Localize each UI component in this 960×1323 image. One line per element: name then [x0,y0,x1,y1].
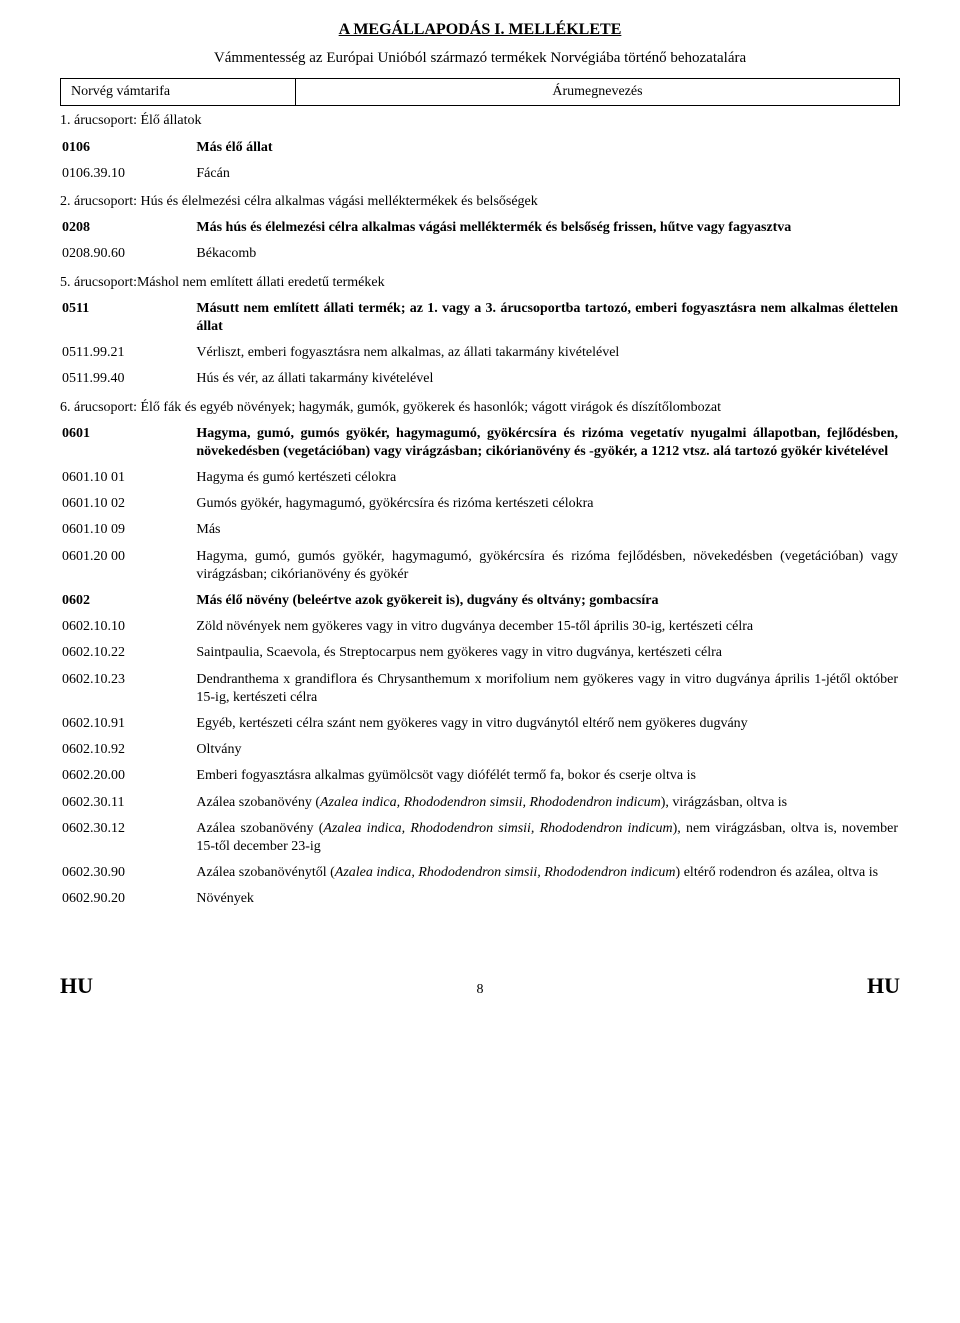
tariff-code: 0602.30.12 [60,816,194,860]
tariff-code: 0602.90.20 [60,886,194,912]
tariff-description: Dendranthema x grandiflora és Chrysanthe… [194,667,900,711]
rows-table: 0208Más hús és élelmezési célra alkalmas… [60,215,900,267]
tariff-description: Fácán [194,161,900,187]
tariff-description: Azálea szobanövény (Azalea indica, Rhodo… [194,816,900,860]
table-row: 0208Más hús és élelmezési célra alkalmas… [60,215,900,241]
table-row: 0602.30.90Azálea szobanövénytől (Azalea … [60,860,900,886]
tariff-code: 0602.30.11 [60,790,194,816]
table-row: 0602.10.92Oltvány [60,737,900,763]
tariff-code: 0602.10.91 [60,711,194,737]
page-number: 8 [477,981,484,999]
tariff-code: 0602.10.22 [60,640,194,666]
tariff-description: Zöld növények nem gyökeres vagy in vitro… [194,614,900,640]
tariff-description: Más hús és élelmezési célra alkalmas vág… [194,215,900,241]
column-header-table: Norvég vámtarifa Árumegnevezés [60,78,900,106]
table-row: 0208.90.60Békacomb [60,241,900,267]
table-row: 0511.99.21Vérliszt, emberi fogyasztásra … [60,340,900,366]
table-row: 0602Más élő növény (beleértve azok gyöke… [60,588,900,614]
tariff-code: 0511.99.40 [60,366,194,392]
tariff-code: 0602.10.23 [60,667,194,711]
tariff-code: 0601 [60,421,194,465]
table-row: 0601.10 02Gumós gyökér, hagymagumó, gyök… [60,491,900,517]
tariff-description: Azálea szobanövénytől (Azalea indica, Rh… [194,860,900,886]
tariff-code: 0208.90.60 [60,241,194,267]
footer-right: HU [867,972,900,1001]
table-row: 0601.10 01Hagyma és gumó kertészeti célo… [60,465,900,491]
tariff-description: Más élő állat [194,135,900,161]
tariff-description: Egyéb, kertészeti célra szánt nem gyöker… [194,711,900,737]
tariff-code: 0511.99.21 [60,340,194,366]
section-heading: 5. árucsoport:Máshol nem említett állati… [60,274,900,292]
tariff-description: Növények [194,886,900,912]
tariff-code: 0602.10.10 [60,614,194,640]
tariff-code: 0208 [60,215,194,241]
table-row: 0602.20.00Emberi fogyasztásra alkalmas g… [60,763,900,789]
tariff-code: 0602.30.90 [60,860,194,886]
tariff-code: 0602.20.00 [60,763,194,789]
tariff-code: 0106.39.10 [60,161,194,187]
table-row: 0601.20 00Hagyma, gumó, gumós gyökér, ha… [60,544,900,588]
table-row: 0602.30.11Azálea szobanövény (Azalea ind… [60,790,900,816]
tariff-code: 0601.10 02 [60,491,194,517]
tariff-code: 0601.10 09 [60,517,194,543]
tariff-description: Más élő növény (beleértve azok gyökereit… [194,588,900,614]
rows-table: 0511Másutt nem említett állati termék; a… [60,296,900,393]
tariff-description: Hagyma és gumó kertészeti célokra [194,465,900,491]
sections-container: 1. árucsoport: Élő állatok 0106Más élő ál… [60,112,900,912]
table-row: 0511Másutt nem említett állati termék; a… [60,296,900,340]
tariff-description: Másutt nem említett állati termék; az 1.… [194,296,900,340]
table-row: 0511.99.40Hús és vér, az állati takarmán… [60,366,900,392]
tariff-description: Emberi fogyasztásra alkalmas gyümölcsöt … [194,763,900,789]
tariff-code: 0602 [60,588,194,614]
table-row: 0601.10 09Más [60,517,900,543]
table-row: 0602.30.12Azálea szobanövény (Azalea ind… [60,816,900,860]
table-row: 0602.10.22Saintpaulia, Scaevola, és Stre… [60,640,900,666]
tariff-description: Hagyma, gumó, gumós gyökér, hagymagumó, … [194,544,900,588]
tariff-code: 0106 [60,135,194,161]
tariff-description: Saintpaulia, Scaevola, és Streptocarpus … [194,640,900,666]
table-row: 0602.10.23Dendranthema x grandiflora és … [60,667,900,711]
table-row: 0106.39.10Fácán [60,161,900,187]
table-row: 0106Más élő állat [60,135,900,161]
rows-table: 0601Hagyma, gumó, gumós gyökér, hagymagu… [60,421,900,913]
header-left: Norvég vámtarifa [61,79,296,106]
rows-table: 0106Más élő állat0106.39.10Fácán [60,135,900,187]
document-subtitle: Vámmentesség az Európai Unióból származó… [60,49,900,69]
tariff-description: Azálea szobanövény (Azalea indica, Rhodo… [194,790,900,816]
section-heading: 1. árucsoport: Élő állatok [60,112,900,130]
tariff-description: Békacomb [194,241,900,267]
page-footer: HU 8 HU [60,972,900,1001]
tariff-code: 0601.20 00 [60,544,194,588]
tariff-description: Más [194,517,900,543]
section-heading: 6. árucsoport: Élő fák és egyéb növények… [60,399,900,417]
header-right: Árumegnevezés [295,79,899,106]
section-heading: 2. árucsoport: Hús és élelmezési célra a… [60,193,900,211]
table-row: 0602.10.91Egyéb, kertészeti célra szánt … [60,711,900,737]
tariff-description: Oltvány [194,737,900,763]
table-row: 0602.90.20Növények [60,886,900,912]
tariff-code: 0601.10 01 [60,465,194,491]
tariff-description: Hús és vér, az állati takarmány kivételé… [194,366,900,392]
tariff-description: Hagyma, gumó, gumós gyökér, hagymagumó, … [194,421,900,465]
tariff-description: Vérliszt, emberi fogyasztásra nem alkalm… [194,340,900,366]
tariff-code: 0511 [60,296,194,340]
footer-left: HU [60,972,93,1001]
table-row: 0602.10.10Zöld növények nem gyökeres vag… [60,614,900,640]
tariff-code: 0602.10.92 [60,737,194,763]
document-title: A MEGÁLLAPODÁS I. MELLÉKLETE [60,20,900,41]
table-row: 0601Hagyma, gumó, gumós gyökér, hagymagu… [60,421,900,465]
tariff-description: Gumós gyökér, hagymagumó, gyökércsíra és… [194,491,900,517]
